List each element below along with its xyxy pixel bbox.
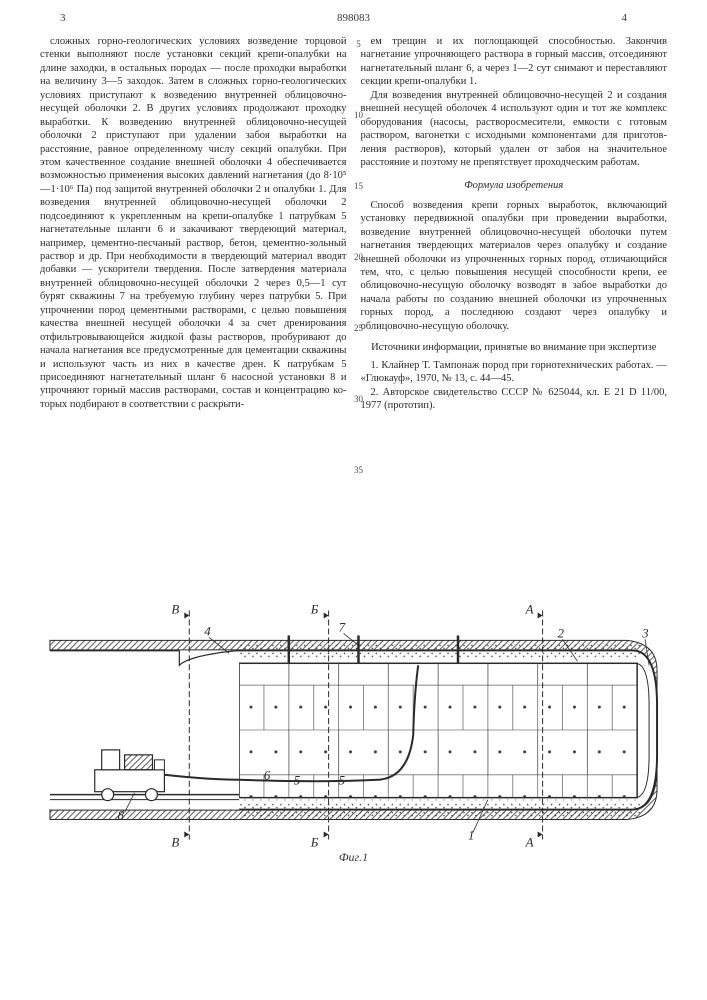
line-marker: 10: [354, 111, 363, 120]
body-paragraph: Способ возведения крепи горных вырабо­то…: [361, 199, 668, 333]
left-column: сложных горно-геологических условиях воз…: [40, 35, 347, 412]
right-column: ем трещин и их поглощающей способно­стью…: [361, 35, 668, 412]
line-marker: 15: [354, 182, 363, 191]
part-label: 5: [339, 773, 346, 788]
section-label: А: [525, 834, 534, 849]
reference-item: 2. Авторское свидетельство СССР № 625044…: [361, 386, 668, 413]
reference-item: 1. Клайнер Т. Тампонаж пород при гор­нот…: [361, 359, 668, 386]
section-label: В: [171, 834, 179, 849]
line-marker: 35: [354, 466, 363, 475]
technical-figure: В В Б Б А А 4 7 2 3 6 5 5 8 1 Фиг.1: [40, 590, 667, 860]
page-number-right: 4: [622, 12, 628, 24]
figure-svg: В В Б Б А А 4 7 2 3 6 5 5 8 1: [40, 590, 667, 860]
line-number-markers: 5 10 15 20 25 30 35: [354, 40, 363, 537]
line-marker: 5: [354, 40, 363, 49]
part-label: 3: [641, 625, 649, 640]
section-label: В: [171, 602, 179, 617]
part-label: 8: [118, 808, 125, 823]
section-title-formula: Формула изобретения: [361, 179, 668, 192]
line-marker: 20: [354, 253, 363, 262]
part-label: 7: [339, 619, 346, 634]
section-label: Б: [310, 602, 319, 617]
body-paragraph: Для возведения внутренней облицовоч­но-н…: [361, 89, 668, 170]
line-marker: 30: [354, 395, 363, 404]
sources-heading: Источники информации, принятые во вниман…: [361, 341, 668, 354]
part-label: 2: [558, 625, 565, 640]
section-label: А: [525, 602, 534, 617]
part-label: 4: [204, 623, 211, 638]
document-number: 898083: [337, 12, 370, 24]
part-label: 1: [468, 827, 474, 842]
line-marker: 25: [354, 324, 363, 333]
body-paragraph: ем трещин и их поглощающей способно­стью…: [361, 35, 668, 89]
part-label: 5: [294, 773, 301, 788]
figure-caption: Фиг.1: [339, 850, 368, 865]
section-label: Б: [310, 834, 319, 849]
body-paragraph: сложных горно-геологических условиях воз…: [40, 35, 347, 411]
part-label: 6: [264, 768, 271, 783]
page-number-left: 3: [60, 12, 66, 24]
